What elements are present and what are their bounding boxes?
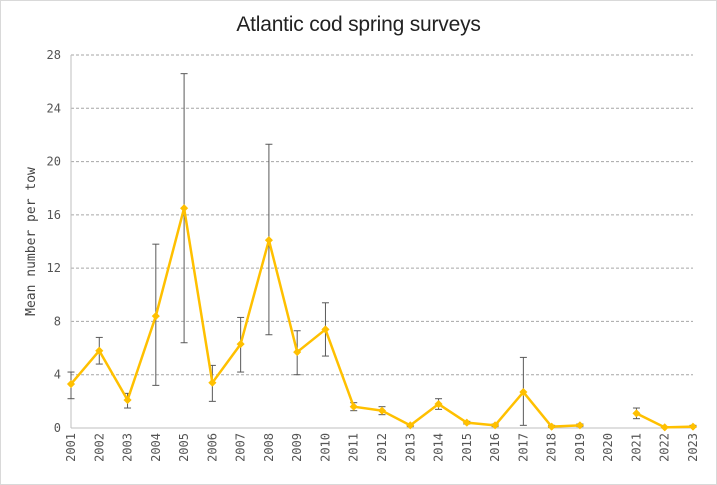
data-point xyxy=(179,204,189,213)
data-point xyxy=(236,339,245,349)
data-point xyxy=(462,418,471,427)
y-tick-label: 16 xyxy=(47,208,61,222)
x-tick-label: 2006 xyxy=(205,433,219,462)
data-point xyxy=(293,347,302,357)
data-point xyxy=(434,399,443,409)
x-tick-label: 2013 xyxy=(403,433,417,462)
x-tick-label: 2019 xyxy=(573,433,587,462)
x-tick-label: 2022 xyxy=(658,433,672,462)
x-tick-label: 2001 xyxy=(64,433,78,462)
data-point xyxy=(377,406,387,415)
data-point xyxy=(547,422,556,431)
data-point xyxy=(490,421,500,430)
x-tick-label: 2007 xyxy=(234,433,248,462)
x-tick-label: 2008 xyxy=(262,433,276,462)
x-tick-label: 2020 xyxy=(601,433,615,462)
y-tick-label: 28 xyxy=(47,48,61,62)
x-tick-label: 2005 xyxy=(177,433,191,462)
data-point xyxy=(208,378,217,387)
data-point xyxy=(123,395,132,405)
y-tick-label: 8 xyxy=(54,314,61,328)
y-tick-label: 24 xyxy=(47,101,61,115)
x-tick-label: 2017 xyxy=(516,433,530,462)
y-tick-label: 4 xyxy=(54,368,61,382)
data-point xyxy=(575,421,585,430)
y-tick-label: 20 xyxy=(47,155,61,169)
x-tick-label: 2014 xyxy=(432,433,446,462)
x-tick-label: 2012 xyxy=(375,433,389,462)
data-point xyxy=(264,236,274,245)
x-tick-label: 2021 xyxy=(629,433,643,462)
data-point xyxy=(660,423,669,432)
x-tick-label: 2016 xyxy=(488,433,502,462)
data-point xyxy=(519,387,528,397)
data-point xyxy=(349,402,358,411)
data-point xyxy=(151,311,160,321)
y-tick-label: 0 xyxy=(54,421,61,435)
x-tick-label: 2023 xyxy=(686,433,700,462)
x-tick-label: 2003 xyxy=(121,433,135,462)
y-axis-title: Mean number per tow xyxy=(24,167,39,316)
data-point xyxy=(688,422,698,431)
x-tick-label: 2004 xyxy=(149,433,163,462)
x-tick-label: 2009 xyxy=(290,433,304,462)
data-point xyxy=(321,325,330,334)
y-tick-label: 12 xyxy=(47,261,61,275)
x-tick-label: 2011 xyxy=(347,433,361,462)
chart-title: Atlantic cod spring surveys xyxy=(236,13,481,36)
data-point xyxy=(66,379,76,389)
x-tick-label: 2002 xyxy=(92,433,106,462)
x-tick-label: 2015 xyxy=(460,433,474,462)
data-point xyxy=(632,409,641,418)
x-tick-label: 2010 xyxy=(318,433,332,462)
x-tick-label: 2018 xyxy=(545,433,559,462)
data-point xyxy=(406,421,415,430)
data-point xyxy=(95,346,104,355)
